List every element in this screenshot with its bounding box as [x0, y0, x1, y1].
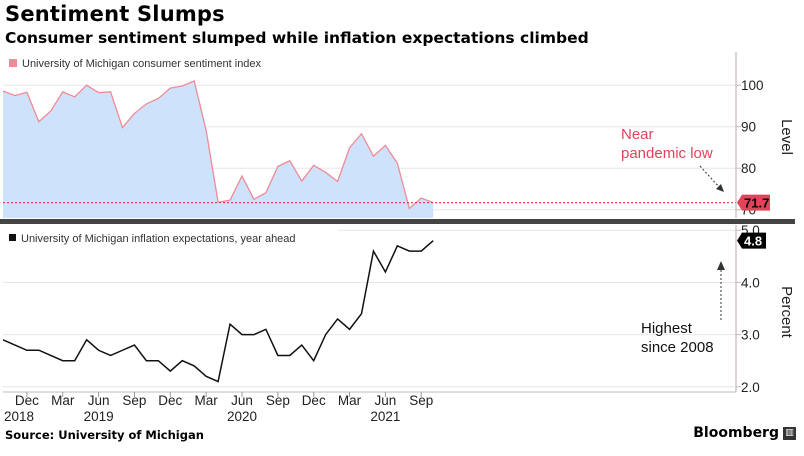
x-tick-label-month: Dec: [302, 393, 326, 408]
inflation-y-tick-label: 4.0: [741, 275, 760, 290]
sentiment-area: [3, 81, 434, 218]
x-tick-label-year: 2019: [84, 409, 114, 424]
sentiment-panel: University of Michigan consumer sentimen…: [0, 52, 795, 224]
sentiment-y-tick-label: 100: [741, 78, 764, 93]
sentiment-legend-swatch: [9, 59, 17, 67]
sentiment-annotation-line2: pandemic low: [621, 145, 713, 162]
x-tick-label-month: Mar: [195, 393, 219, 408]
x-tick-label-year: 2020: [227, 409, 257, 424]
chart-title: Sentiment Slumps: [5, 2, 225, 26]
inflation-axis-title: Percent: [778, 286, 795, 339]
sentiment-y-tick-label: 90: [741, 120, 756, 135]
sentiment-latest-value-label: 71.7: [744, 196, 769, 211]
x-tick-label-month: Jun: [375, 393, 397, 408]
x-axis: Dec Mar Jun Sep Dec Mar Jun Sep Dec Mar Jun Sep 2018…: [3, 391, 736, 424]
x-tick-label-month: Dec: [158, 393, 182, 408]
x-tick-label-month: Sep: [266, 393, 290, 408]
sentiment-latest-value-badge: [737, 194, 770, 211]
sentiment-legend-label: University of Michigan consumer sentimen…: [22, 58, 262, 70]
sentiment-annotation-arrow: [699, 165, 721, 189]
inflation-annotation-arrowhead: [717, 261, 725, 270]
sentiment-line: [2, 80, 434, 210]
x-tick-label-month: Jun: [231, 393, 253, 408]
x-tick-label-month: Sep: [122, 393, 146, 408]
inflation-y-tick-label: 3.0: [741, 328, 760, 343]
inflation-legend-label: University of Michigan inflation expecta…: [21, 233, 296, 245]
x-tick-label-month: Dec: [15, 393, 39, 408]
x-tick-label-month: Jun: [88, 393, 110, 408]
x-tick-label-month: Sep: [409, 393, 433, 408]
source-note: Source: University of Michigan: [5, 428, 204, 442]
inflation-line: [2, 240, 434, 383]
inflation-panel: University of Michigan inflation expecta…: [2, 223, 795, 395]
brand-label: Bloomberg: [693, 425, 779, 441]
inflation-legend-swatch: [9, 234, 16, 241]
inflation-legend-box: [3, 227, 338, 249]
x-tick-label-year: 2021: [370, 409, 400, 424]
sentiment-legend-box: [3, 52, 293, 74]
chart-subtitle: Consumer sentiment slumped while inflati…: [5, 29, 589, 47]
x-tick-label-year: 2018: [4, 409, 34, 424]
sentiment-axis-title: Level: [778, 119, 795, 155]
sentiment-annotation-line1: Near: [621, 126, 654, 143]
inflation-annotation-line2: since 2008: [641, 339, 714, 356]
panel-divider: [0, 219, 795, 224]
x-tick-label-month: Mar: [338, 393, 362, 408]
inflation-y-tick-label: 2.0: [741, 380, 760, 395]
sentiment-y-tick-label: 80: [741, 161, 756, 176]
inflation-latest-value-label: 4.8: [744, 234, 762, 249]
x-tick-label-month: Mar: [51, 393, 75, 408]
sentiment-annotation-arrowhead: [716, 184, 724, 192]
bloomberg-logo: Bloomberg ▥: [693, 425, 796, 441]
inflation-annotation-line1: Highest: [641, 320, 693, 337]
bloomberg-terminal-icon: ▥: [783, 426, 796, 440]
inflation-latest-value-badge: [737, 232, 766, 249]
